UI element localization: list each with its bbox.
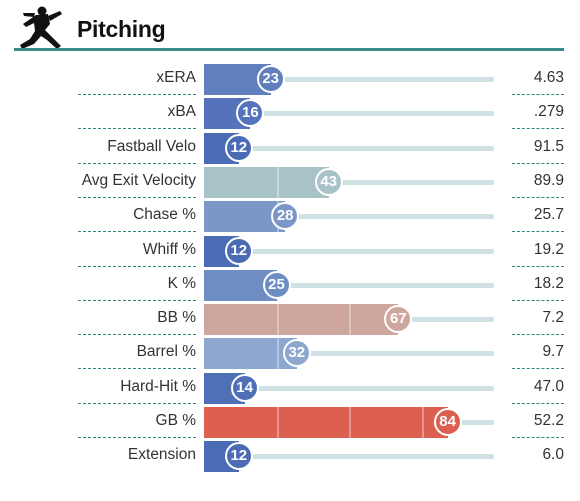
metric-row: Extension 12 6.0 xyxy=(0,439,580,473)
percentile-track xyxy=(204,77,494,82)
metric-value: 18.2 xyxy=(533,274,564,292)
metric-row: Chase % 28 25.7 xyxy=(0,199,580,233)
quartile-tick xyxy=(276,407,279,438)
metric-label: Chase % xyxy=(133,206,196,224)
metric-label: BB % xyxy=(157,309,196,327)
percentile-track xyxy=(204,385,494,391)
percentile-badge: 25 xyxy=(262,270,291,299)
percentile-track xyxy=(204,145,494,151)
row-divider xyxy=(78,162,196,164)
metric-label: xERA xyxy=(156,69,196,86)
pitcher-silhouette-icon xyxy=(20,6,62,49)
percentile-badge: 28 xyxy=(271,202,300,231)
quartile-tick xyxy=(276,166,279,198)
percentile-track xyxy=(204,179,494,185)
metric-row: Hard-Hit % 14 47.0 xyxy=(0,371,580,405)
metric-label: Avg Exit Velocity xyxy=(81,171,196,189)
row-divider xyxy=(512,402,564,404)
percentile-track xyxy=(204,111,494,117)
metric-row: BB % 67 7.2 xyxy=(0,302,580,336)
percentile-track xyxy=(204,248,494,254)
percentile-badge: 16 xyxy=(236,99,265,128)
metric-value: 47.0 xyxy=(533,377,564,395)
metric-value: 9.7 xyxy=(542,343,564,361)
section-title: Pitching xyxy=(77,16,166,42)
metric-row: K % 25 18.2 xyxy=(0,268,580,302)
metric-label: Fastball Velo xyxy=(107,137,196,155)
row-divider xyxy=(78,299,196,301)
row-divider xyxy=(512,231,564,233)
metric-label: Hard-Hit % xyxy=(120,377,196,395)
row-divider xyxy=(512,128,564,130)
percentile-track xyxy=(204,214,494,220)
row-divider xyxy=(512,265,564,267)
row-divider xyxy=(78,196,196,198)
percentile-badge: 14 xyxy=(230,373,259,402)
quartile-tick xyxy=(349,304,351,336)
metric-label: K % xyxy=(167,274,196,292)
metric-label: Whiff % xyxy=(142,240,196,258)
header-divider xyxy=(14,48,564,51)
metric-row: xBA 16 .279 xyxy=(0,96,580,130)
row-divider xyxy=(512,334,564,336)
row-divider xyxy=(78,128,196,130)
quartile-tick xyxy=(276,304,279,336)
percentile-track xyxy=(204,454,494,460)
metric-row: Barrel % 32 9.7 xyxy=(0,336,580,370)
metric-row: Whiff % 12 19.2 xyxy=(0,234,580,268)
percentile-badge: 12 xyxy=(224,133,253,162)
row-divider xyxy=(512,196,564,198)
metric-value: 89.9 xyxy=(533,171,564,189)
percentile-badge: 43 xyxy=(314,167,343,196)
percentile-bar xyxy=(204,166,329,198)
percentile-track xyxy=(204,282,494,288)
metric-value: 91.5 xyxy=(533,137,564,155)
row-divider xyxy=(78,334,196,336)
row-divider xyxy=(78,94,196,95)
metric-value: 6.0 xyxy=(542,446,564,464)
metric-label: Extension xyxy=(127,446,196,464)
percentile-badge: 32 xyxy=(282,339,311,368)
row-divider xyxy=(512,368,564,370)
metric-value: 25.7 xyxy=(533,206,564,224)
metric-value: 4.63 xyxy=(533,69,564,86)
percentile-badge: 67 xyxy=(384,305,413,334)
metric-row: Avg Exit Velocity 43 89.9 xyxy=(0,165,580,199)
row-divider xyxy=(512,94,564,95)
row-divider xyxy=(78,368,196,370)
row-divider xyxy=(78,402,196,404)
metric-label: Barrel % xyxy=(136,343,196,361)
metric-value: 7.2 xyxy=(542,309,564,327)
metric-value: 19.2 xyxy=(533,240,564,258)
percentile-bar xyxy=(204,407,448,438)
quartile-tick xyxy=(349,407,351,438)
metric-row: GB % 84 52.2 xyxy=(0,405,580,439)
row-divider xyxy=(512,162,564,164)
row-divider xyxy=(512,299,564,301)
quartile-tick xyxy=(276,338,279,370)
section-header: Pitching xyxy=(0,0,580,54)
percentile-bar xyxy=(204,304,399,336)
row-divider xyxy=(512,437,564,438)
percentile-badge: 12 xyxy=(224,442,253,471)
percentile-badge: 84 xyxy=(433,408,462,436)
metric-value: 52.2 xyxy=(533,412,564,429)
percentile-bar xyxy=(204,338,297,370)
metric-row: Fastball Velo 12 91.5 xyxy=(0,131,580,165)
row-divider xyxy=(78,231,196,233)
percentile-badge: 23 xyxy=(256,65,285,93)
row-divider xyxy=(78,437,196,438)
metric-row: xERA 23 4.63 xyxy=(0,62,580,96)
metric-label: xBA xyxy=(167,103,196,121)
metric-value: .279 xyxy=(533,103,564,121)
row-divider xyxy=(78,265,196,267)
percentile-track xyxy=(204,351,494,357)
quartile-tick xyxy=(421,407,424,438)
percentile-badge: 12 xyxy=(224,236,253,265)
metric-label: GB % xyxy=(155,412,196,429)
